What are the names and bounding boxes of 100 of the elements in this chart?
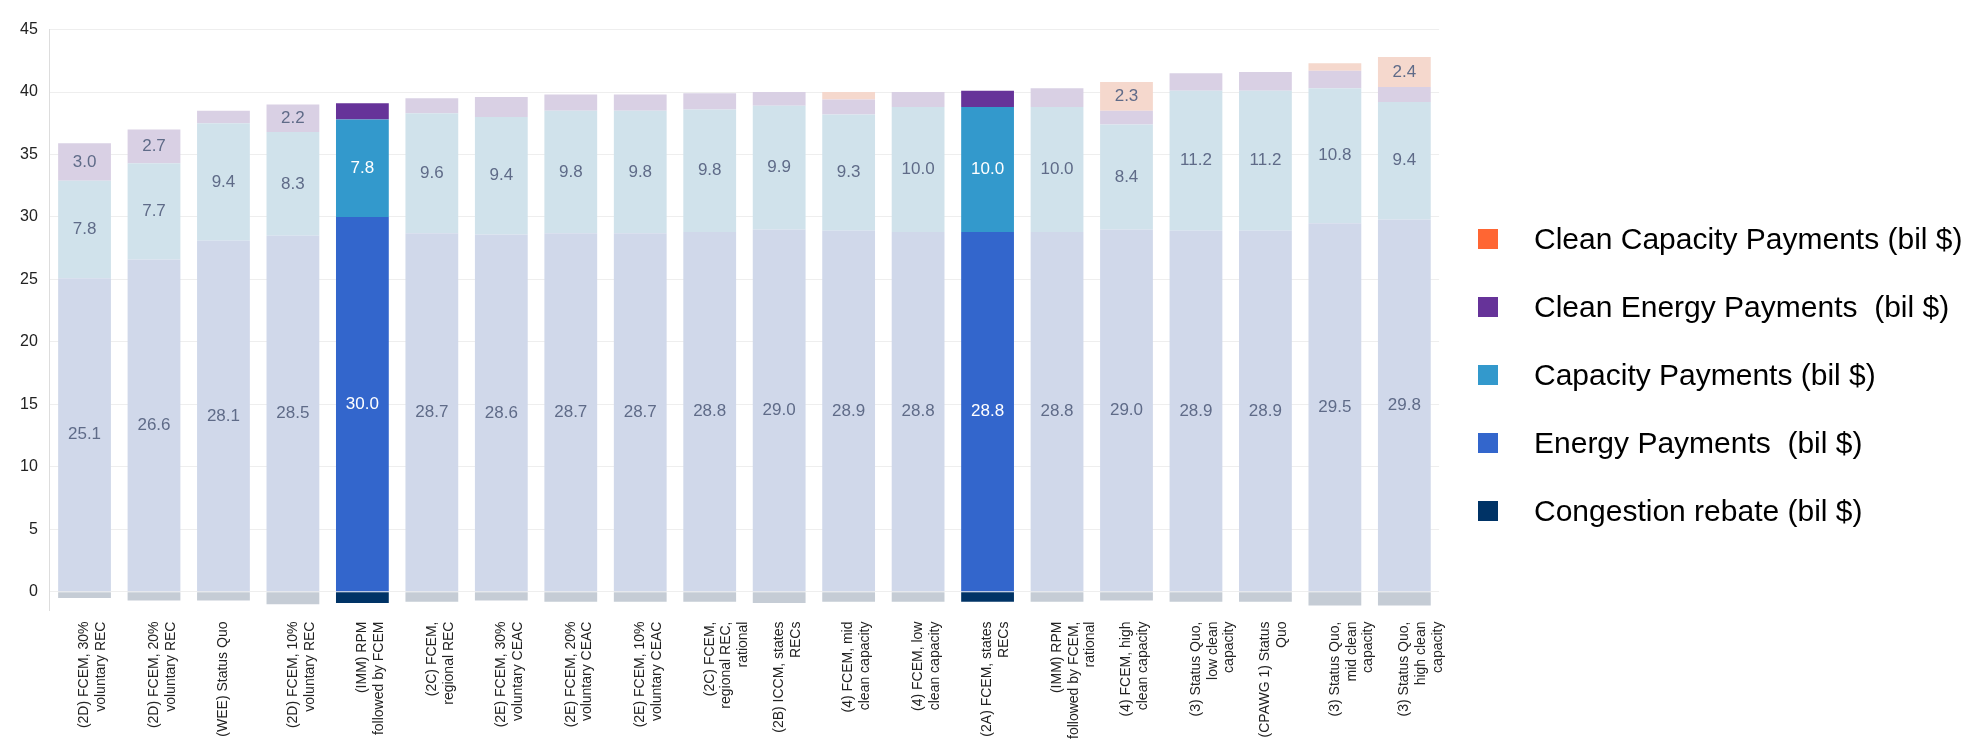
bar (1239, 592, 1292, 602)
data-label: 9.8 (628, 161, 653, 181)
bar (474, 592, 528, 601)
bar (961, 107, 1014, 232)
bar (1100, 110, 1153, 125)
y-tick-label: 35 (20, 144, 38, 162)
bar (1377, 57, 1431, 88)
data-label: 8.3 (281, 173, 305, 193)
bar (1308, 63, 1362, 71)
data-label: 9.6 (420, 162, 444, 182)
bar (1030, 88, 1084, 108)
x-tick-label: (2A) FCEM, states RECs (978, 621, 1012, 737)
data-label: 10.0 (901, 159, 935, 179)
legend-label: Energy Payments (bil $) (1534, 426, 1863, 460)
data-label: 10.0 (1040, 159, 1074, 179)
bar (1308, 70, 1362, 89)
y-tick-label: 10 (20, 457, 38, 475)
x-tick-label: (3) Status Quo, mid clean capacity (1325, 621, 1376, 717)
bar (1169, 73, 1223, 91)
bar (1100, 592, 1153, 601)
x-tick-label: (WEE) Status Quo (214, 621, 231, 737)
x-tick-label: (2D) FCEM, 10% voluntary REC (283, 621, 317, 729)
x-tick-label: (2D) FCEM, 30% voluntary REC (75, 621, 109, 729)
y-tick-label: 0 (28, 582, 38, 600)
bar (266, 592, 320, 605)
data-label: 10.8 (1318, 145, 1352, 165)
bar (474, 97, 528, 118)
y-tick-label: 5 (28, 519, 38, 537)
bar (961, 592, 1014, 602)
data-label: 26.6 (137, 415, 171, 435)
data-label: 29.8 (1387, 395, 1421, 415)
data-label: 7.8 (350, 157, 375, 177)
data-label: 2.2 (281, 107, 305, 127)
bar (405, 592, 459, 602)
bar (752, 592, 806, 604)
bar (891, 592, 945, 602)
y-tick-label: 20 (20, 332, 38, 350)
data-label: 30.0 (345, 393, 379, 413)
x-tick-label: (3) Status Quo, low clean capacity (1186, 621, 1237, 717)
data-label: 8.4 (1114, 166, 1139, 186)
data-label: 9.9 (767, 157, 791, 177)
bar (335, 216, 389, 592)
data-label: 2.4 (1392, 61, 1417, 81)
bar (891, 92, 945, 108)
bar (544, 94, 598, 111)
bar (1377, 592, 1431, 606)
bar (683, 93, 737, 110)
data-label: 28.9 (1179, 400, 1213, 420)
data-label: 28.8 (901, 401, 935, 421)
x-tick-label: (2C) FCEM, regional REC, rational (700, 621, 751, 709)
data-label: 25.1 (67, 424, 102, 444)
data-label: 2.3 (1114, 86, 1139, 106)
data-label: 9.3 (836, 162, 861, 182)
bar (127, 592, 181, 601)
data-label: 28.8 (971, 401, 1005, 421)
data-label: 28.7 (554, 401, 588, 421)
bar (335, 119, 389, 217)
bar (613, 94, 667, 111)
data-label: 28.5 (276, 403, 310, 423)
bar (822, 592, 876, 602)
data-label: 28.8 (1040, 401, 1074, 421)
data-label: 9.4 (489, 165, 514, 185)
data-label: 7.7 (142, 201, 166, 221)
legend-label: Congestion rebate (bil $) (1534, 494, 1863, 528)
bar (58, 143, 111, 181)
data-label: 9.4 (1392, 150, 1417, 170)
x-tick-label: (CPAWG 1) Status Quo (1256, 621, 1290, 738)
bar (58, 592, 111, 599)
bar (544, 592, 598, 602)
data-label: 28.9 (832, 400, 866, 420)
bar (822, 99, 876, 115)
x-tick-label: (IMM) RPM followed by FCEM, rational (1047, 621, 1098, 739)
data-label: 28.9 (1248, 400, 1282, 420)
data-label: 9.8 (558, 161, 583, 181)
bar (1030, 592, 1084, 602)
bar (405, 98, 459, 114)
y-tick-label: 30 (20, 207, 38, 225)
data-label: 9.8 (697, 160, 722, 180)
data-label: 11.2 (1249, 150, 1282, 170)
bar (1308, 592, 1362, 606)
data-label: 11.2 (1180, 150, 1212, 170)
data-label: 2.7 (142, 136, 166, 156)
legend-label: Capacity Payments (bil $) (1534, 358, 1876, 392)
data-label: 28.8 (693, 401, 727, 421)
data-label: 28.7 (623, 401, 657, 421)
data-label: 7.8 (72, 219, 97, 239)
data-label: 9.4 (211, 171, 236, 191)
bar (197, 110, 250, 124)
data-label: 29.0 (762, 400, 796, 420)
data-label: 29.0 (1109, 400, 1144, 420)
bar (127, 129, 181, 164)
bar (197, 592, 250, 601)
bar (961, 90, 1014, 108)
bar (1100, 82, 1153, 111)
bar (335, 592, 389, 604)
data-label: 3.0 (72, 151, 97, 171)
bar (683, 592, 737, 602)
y-tick-label: 45 (20, 20, 38, 38)
bar (1239, 72, 1292, 91)
y-tick-label: 15 (20, 394, 38, 412)
